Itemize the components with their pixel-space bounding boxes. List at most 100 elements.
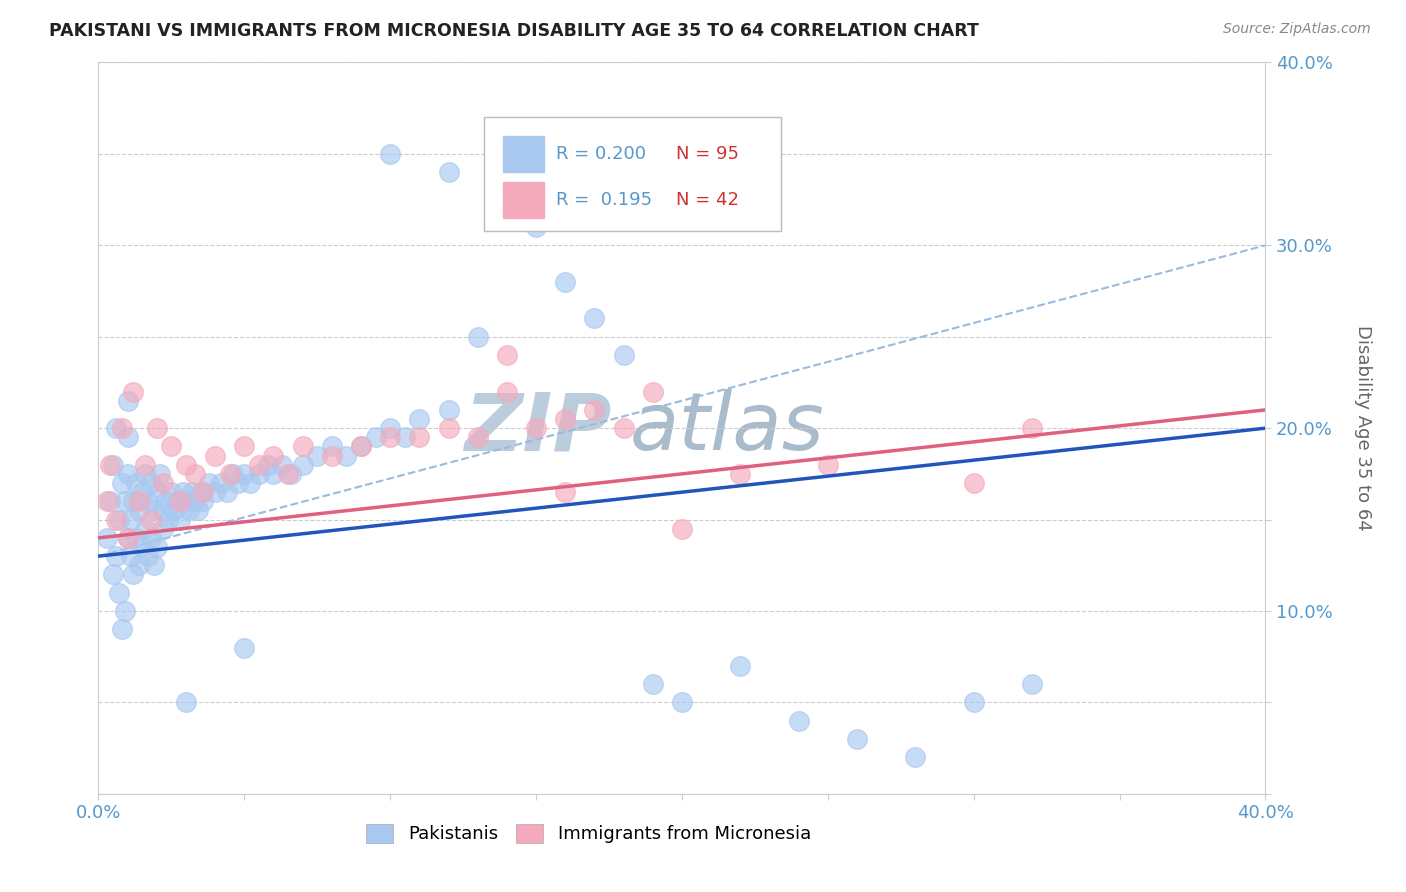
Bar <box>503 136 544 172</box>
Point <box>730 658 752 673</box>
Point <box>117 430 139 444</box>
Point <box>136 549 159 564</box>
Point <box>134 458 156 472</box>
Point <box>321 449 343 463</box>
Point <box>139 512 162 526</box>
Point <box>111 476 134 491</box>
Point <box>846 731 869 746</box>
Point <box>125 476 148 491</box>
Point <box>641 384 664 399</box>
Point <box>111 421 134 435</box>
Point <box>122 567 145 582</box>
Point <box>228 476 250 491</box>
Point <box>233 467 256 481</box>
Point <box>247 458 270 472</box>
Point <box>612 348 634 362</box>
Point <box>152 476 174 491</box>
Point <box>160 485 183 500</box>
Point <box>122 494 145 508</box>
Point <box>174 458 197 472</box>
Point <box>152 503 174 517</box>
Point <box>380 430 402 444</box>
Point <box>104 549 127 564</box>
Point <box>125 531 148 545</box>
Point <box>96 494 118 508</box>
Point <box>136 494 159 508</box>
Point <box>962 476 984 491</box>
Point <box>204 485 226 500</box>
Point <box>437 165 460 179</box>
Point <box>104 421 127 435</box>
Point <box>180 485 202 500</box>
Point <box>193 485 215 500</box>
Point <box>221 467 243 481</box>
Point <box>350 440 373 453</box>
Point <box>131 540 153 554</box>
Point <box>437 403 460 417</box>
Text: N = 42: N = 42 <box>676 191 740 209</box>
Text: atlas: atlas <box>630 389 824 467</box>
Point <box>335 449 357 463</box>
Text: ZIP: ZIP <box>464 389 612 467</box>
Point <box>233 640 256 655</box>
Point <box>146 421 169 435</box>
Point <box>155 494 177 508</box>
Point <box>149 467 172 481</box>
Point <box>215 485 238 500</box>
Point <box>962 696 984 710</box>
Point <box>671 522 693 536</box>
Text: Source: ZipAtlas.com: Source: ZipAtlas.com <box>1223 22 1371 37</box>
Point <box>524 421 547 435</box>
Point <box>172 485 194 500</box>
Point <box>146 485 169 500</box>
Point <box>262 467 284 481</box>
Point <box>131 485 153 500</box>
Point <box>157 512 180 526</box>
Point <box>183 467 205 481</box>
Point <box>128 503 150 517</box>
Point <box>117 531 139 545</box>
Point <box>117 467 139 481</box>
Point <box>218 467 240 481</box>
Point <box>496 384 519 399</box>
Point <box>583 403 606 417</box>
Text: R =  0.195: R = 0.195 <box>555 191 652 209</box>
Point <box>271 458 294 472</box>
Point <box>169 512 191 526</box>
Point <box>146 540 169 554</box>
Point <box>380 146 402 161</box>
Point <box>193 494 215 508</box>
Point <box>142 503 165 517</box>
Text: PAKISTANI VS IMMIGRANTS FROM MICRONESIA DISABILITY AGE 35 TO 64 CORRELATION CHAR: PAKISTANI VS IMMIGRANTS FROM MICRONESIA … <box>49 22 979 40</box>
Point <box>291 458 314 472</box>
Point <box>364 430 387 444</box>
Point <box>166 494 188 508</box>
Point <box>496 202 519 216</box>
Point <box>187 503 209 517</box>
Point <box>101 567 124 582</box>
Point <box>120 549 142 564</box>
Point <box>198 476 221 491</box>
Point <box>554 412 576 426</box>
Point <box>277 467 299 481</box>
Point <box>169 494 191 508</box>
Legend: Pakistanis, Immigrants from Micronesia: Pakistanis, Immigrants from Micronesia <box>359 817 818 851</box>
Point <box>467 430 489 444</box>
Point <box>496 348 519 362</box>
Point <box>256 458 278 472</box>
Point <box>204 449 226 463</box>
Point <box>142 558 165 573</box>
Point <box>437 421 460 435</box>
Bar <box>503 182 544 219</box>
Point <box>554 275 576 289</box>
Point <box>163 503 186 517</box>
Point <box>233 440 256 453</box>
Point <box>152 522 174 536</box>
Point <box>174 494 197 508</box>
Point <box>128 558 150 573</box>
Point <box>190 485 212 500</box>
Point <box>787 714 810 728</box>
Point <box>134 467 156 481</box>
Y-axis label: Disability Age 35 to 64: Disability Age 35 to 64 <box>1354 326 1371 531</box>
Point <box>139 476 162 491</box>
